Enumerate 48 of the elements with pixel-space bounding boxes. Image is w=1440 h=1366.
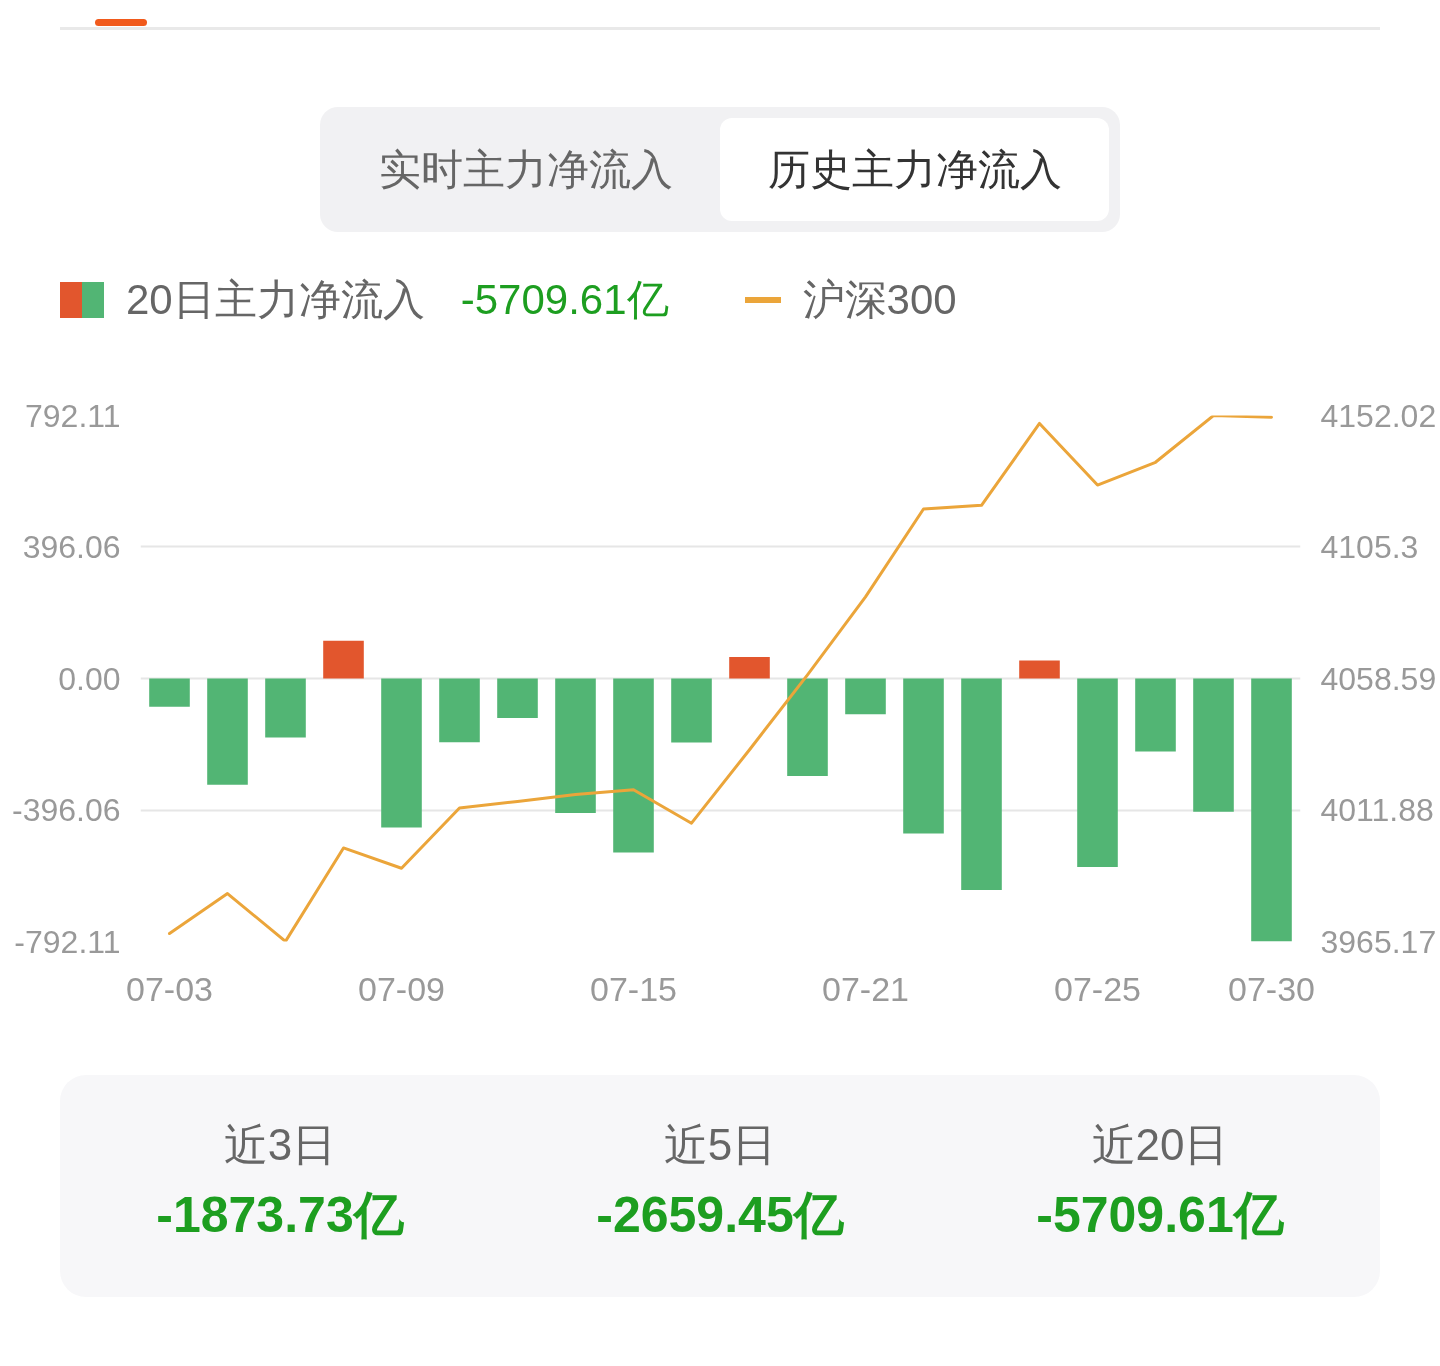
bar [787,678,828,777]
bar [903,678,944,834]
category-label: 近3日 [223,1119,337,1171]
y-tick-label: 396.06 [22,529,121,565]
bar [439,678,480,743]
bar [1193,678,1234,812]
bar [1019,660,1060,679]
legend-label: 沪深300 [802,275,957,325]
text: -5709.61亿 [1036,1187,1284,1243]
y-tick-label: 792.11 [25,397,121,434]
x-tick-label: 07-25 [1054,969,1141,1008]
text: -2659.45亿 [596,1187,844,1243]
y-tick-label: -792.11 [14,923,121,960]
bar [613,678,654,853]
line-series [168,415,1273,942]
x-tick-label: 07-15 [590,969,677,1008]
bar [265,678,306,738]
y2-tick-label: 4105.3 [1320,529,1419,566]
y2-tick-label: 4058.59 [1320,660,1437,697]
y2-tick-label: 4152.02 [1320,397,1437,434]
bar [497,678,538,719]
bar [1135,678,1176,752]
x-tick-label: 07-21 [822,969,909,1008]
bar [845,678,886,715]
x-tick-label: 07-03 [126,969,213,1008]
bar [555,678,596,813]
bar [207,678,248,785]
text: -1873.73亿 [156,1187,404,1243]
x-tick-label: 07-09 [358,969,445,1008]
text: 实时主力净流入 [377,144,674,195]
legend-label: 20日主力净流入 [126,275,425,325]
bar [671,678,712,743]
bar [381,678,422,828]
bar [1077,678,1118,868]
y-tick-label: 0.00 [58,660,121,697]
text: 历史主力净流入 [720,118,1109,221]
bar [323,640,364,679]
text: -5709.61亿 [460,275,669,325]
bar [1251,678,1292,942]
category-label: 近20日 [1091,1119,1229,1171]
y-tick-label: -396.06 [11,792,121,828]
bar [961,678,1002,890]
x-tick-label: 07-30 [1228,969,1315,1008]
bar [729,656,770,679]
y2-tick-label: 4011.88 [1320,792,1434,829]
y2-tick-label: 3965.17 [1320,923,1437,960]
category-label: 近5日 [663,1119,777,1171]
bar [149,678,190,707]
